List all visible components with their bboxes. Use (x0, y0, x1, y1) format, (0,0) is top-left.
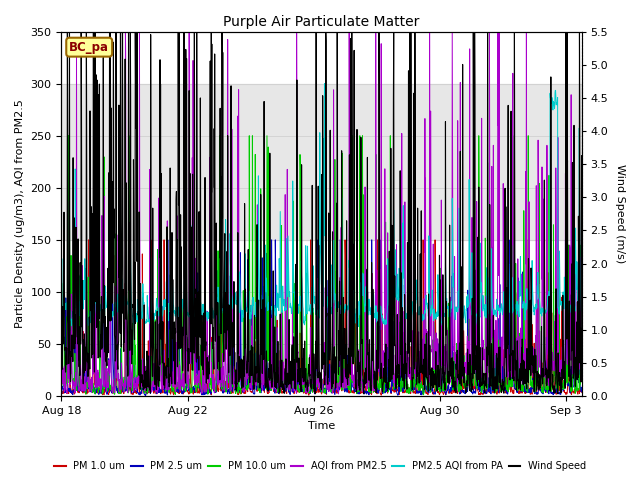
Legend: PM 1.0 um, PM 2.5 um, PM 10.0 um, AQI from PM2.5, PM2.5 AQI from PA, Wind Speed: PM 1.0 um, PM 2.5 um, PM 10.0 um, AQI fr… (50, 457, 590, 475)
Title: Purple Air Particulate Matter: Purple Air Particulate Matter (223, 15, 420, 29)
Y-axis label: Wind Speed (m/s): Wind Speed (m/s) (615, 164, 625, 264)
Bar (61, 84, 582, 240)
X-axis label: Time: Time (308, 421, 335, 432)
Y-axis label: Particle Density (ug/m3), AQI from PM2.5: Particle Density (ug/m3), AQI from PM2.5 (15, 99, 25, 328)
Text: BC_pa: BC_pa (69, 41, 109, 54)
